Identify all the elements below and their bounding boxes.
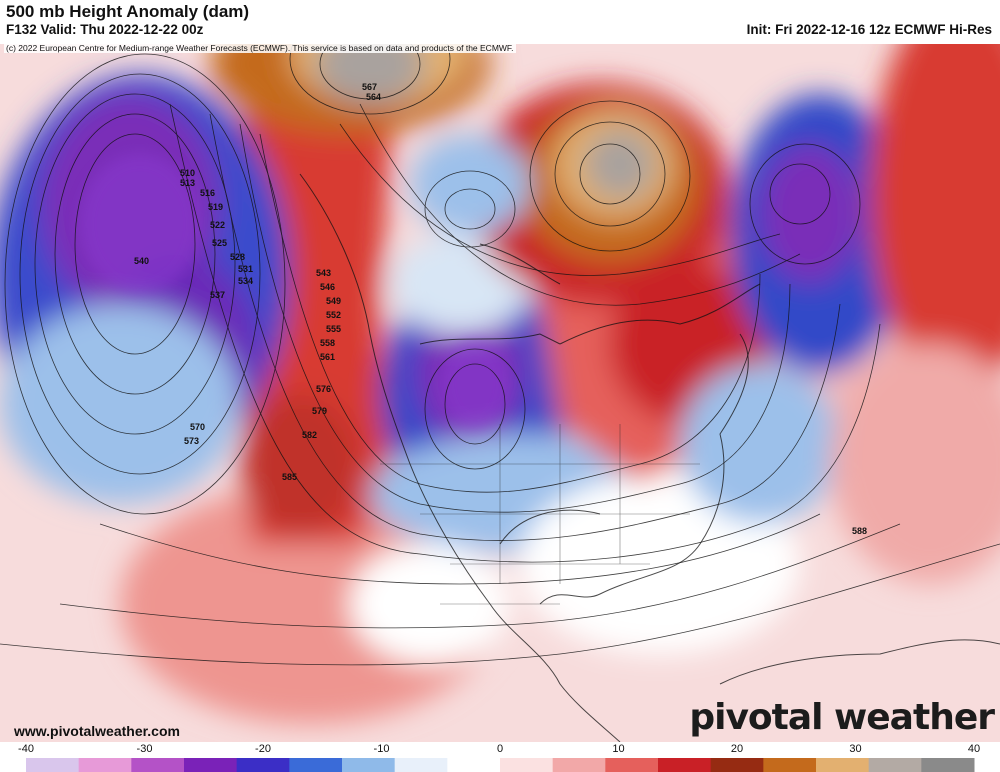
colorbar-tick-label: 40 [967, 743, 981, 755]
colorbar-tick-label: 10 [612, 743, 625, 755]
contour-label: 516 [200, 188, 215, 198]
contour-label: 564 [366, 92, 381, 102]
copyright-notice: (c) 2022 European Centre for Medium-rang… [4, 43, 516, 53]
colorbar-swatch [236, 758, 290, 772]
contour-label: 567 [362, 82, 377, 92]
contour-label: 579 [312, 406, 327, 416]
colorbar-swatch [26, 758, 80, 772]
colorbar-swatch [816, 758, 870, 772]
colorbar-swatch [131, 758, 185, 772]
anomaly-map: 510 513 516 519 522 525 528 531 534 537 … [0, 44, 1000, 742]
colorbar-swatches [26, 758, 975, 772]
colorbar-swatch [710, 758, 764, 772]
contour-label: 573 [184, 436, 199, 446]
colorbar: -40 -30 -20 -10 0 10 20 30 40 [0, 742, 1000, 772]
height-contours [0, 44, 1000, 666]
contour-label: 531 [238, 264, 253, 274]
contour-label: 576 [316, 384, 331, 394]
borders [380, 424, 700, 605]
contour-label: 582 [302, 430, 317, 440]
colorbar-tick-label: 20 [730, 743, 744, 755]
contour-label: 555 [326, 324, 341, 334]
contour-label: 546 [320, 282, 335, 292]
colorbar-swatch [184, 758, 238, 772]
colorbar-swatch [394, 758, 448, 772]
contour-label: 540 [134, 256, 149, 266]
contour-label: 570 [190, 422, 205, 432]
contour-label: 561 [320, 352, 335, 362]
colorbar-swatch [289, 758, 343, 772]
contour-label: 558 [320, 338, 335, 348]
colorbar-tick-label: -30 [136, 743, 153, 755]
colorbar-tick-label: -20 [255, 743, 271, 755]
contour-label: 537 [210, 290, 225, 300]
colorbar-swatch [868, 758, 922, 772]
contour-label: 585 [282, 472, 297, 482]
colorbar-swatch [78, 758, 132, 772]
colorbar-swatch [921, 758, 975, 772]
colorbar-swatch [658, 758, 712, 772]
contour-label: 510 [180, 168, 195, 178]
contour-label: 534 [238, 276, 253, 286]
init-time: Init: Fri 2022-12-16 12z ECMWF Hi-Res [746, 22, 992, 37]
colorbar-tick-label: 0 [496, 743, 504, 755]
pivotal-weather-logo: pivotal weather [689, 697, 995, 738]
colorbar-swatch [605, 758, 659, 772]
colorbar-tick-label: -40 [18, 743, 34, 755]
map-title: 500 mb Height Anomaly (dam) [6, 2, 250, 21]
colorbar-swatch [447, 758, 501, 772]
contour-label: 528 [230, 252, 245, 262]
contour-labels: 510 513 516 519 522 525 528 531 534 537 … [134, 82, 867, 536]
colorbar-swatch [763, 758, 817, 772]
colorbar-swatch [552, 758, 606, 772]
header: 500 mb Height Anomaly (dam) F132 Valid: … [0, 0, 1000, 44]
valid-time: F132 Valid: Thu 2022-12-22 00z [6, 22, 204, 37]
coastlines [299, 173, 1000, 742]
contour-label: 543 [316, 268, 331, 278]
colorbar-swatch [500, 758, 554, 772]
contour-label: 549 [326, 296, 341, 306]
contour-label: 519 [208, 202, 223, 212]
site-url[interactable]: www.pivotalweather.com [14, 723, 180, 739]
colorbar-tick-label: 30 [849, 743, 862, 755]
contour-label: 552 [326, 310, 341, 320]
colorbar-tick-label: -10 [373, 743, 390, 755]
contour-label: 588 [852, 526, 867, 536]
colorbar-swatch [342, 758, 396, 772]
contour-label: 513 [180, 178, 195, 188]
contour-label: 522 [210, 220, 225, 230]
contour-label: 525 [212, 238, 227, 248]
